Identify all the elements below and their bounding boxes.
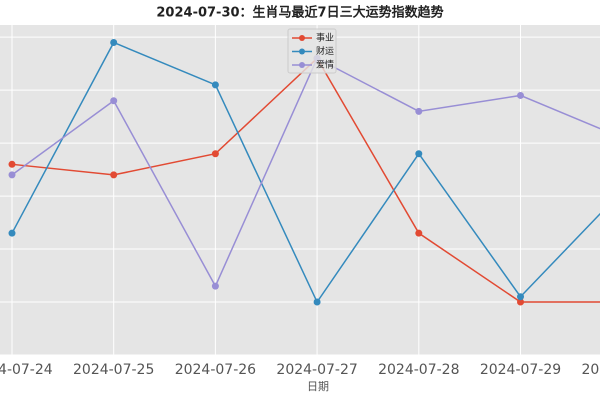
x-tick-label: 2024-07-30: [582, 362, 600, 378]
point: [517, 293, 524, 301]
x-tick-label: 2024-07-25: [73, 362, 154, 378]
x-tick-label: 2024-07-28: [378, 362, 459, 378]
point: [211, 282, 219, 290]
x-tick-label: 2024-07-27: [276, 362, 357, 378]
legend-marker: [299, 62, 305, 68]
point: [313, 298, 321, 306]
point: [211, 81, 219, 89]
x-tick-label: 2024-07-29: [480, 362, 561, 378]
point: [8, 160, 16, 168]
point: [8, 171, 16, 179]
chart-title: 2024-07-30：生肖马最近7日三大运势指数趋势: [156, 5, 443, 21]
plot-area: [0, 25, 600, 355]
point: [110, 171, 118, 179]
point: [415, 150, 423, 158]
legend-label: 财运: [316, 45, 334, 57]
point: [8, 229, 16, 237]
point: [517, 298, 524, 306]
x-axis-label: 日期: [307, 380, 329, 393]
legend-label: 事业: [316, 32, 334, 44]
legend-marker: [299, 35, 305, 41]
point: [110, 38, 118, 46]
legend-label: 爱情: [316, 59, 334, 71]
x-tick-label: 2024-07-26: [175, 362, 256, 378]
point: [415, 229, 423, 237]
x-tick-label: 2024-07-24: [0, 362, 53, 378]
point: [415, 107, 423, 115]
point: [211, 150, 219, 158]
point: [110, 97, 118, 105]
point: [517, 91, 524, 99]
legend-marker: [299, 48, 305, 55]
